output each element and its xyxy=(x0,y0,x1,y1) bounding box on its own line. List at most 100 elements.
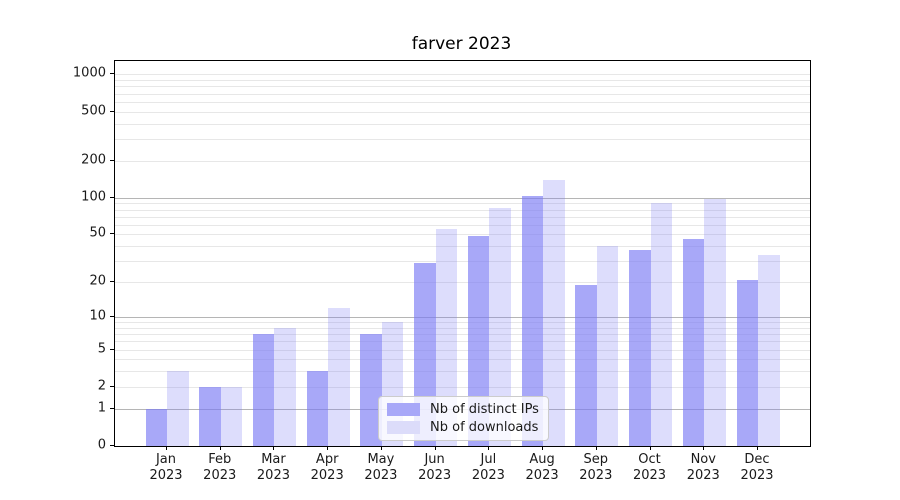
bar-downloads-oct xyxy=(650,203,673,446)
y-tick-label: 1 xyxy=(97,400,106,416)
y-tick-mark xyxy=(110,196,114,198)
legend: Nb of distinct IPs Nb of downloads xyxy=(378,396,549,441)
gridline-minor xyxy=(115,334,810,336)
y-tick-label: 200 xyxy=(81,152,106,168)
gridline-minor xyxy=(115,327,810,329)
x-tick-label: Apr 2023 xyxy=(310,452,344,483)
x-tick-label: Jul 2023 xyxy=(471,452,505,483)
gridline-minor xyxy=(115,282,810,284)
legend-item-ips: Nb of distinct IPs xyxy=(387,402,539,417)
x-tick-label: Dec 2023 xyxy=(740,452,774,483)
gridline-minor xyxy=(115,322,810,324)
y-tick-mark xyxy=(110,385,114,387)
gridline-minor xyxy=(115,224,810,226)
bar-ips-mar xyxy=(252,334,275,446)
x-tick-mark xyxy=(595,446,597,450)
x-tick-label: Mar 2023 xyxy=(256,452,290,483)
gridline-minor xyxy=(115,341,810,343)
y-tick-label: 5 xyxy=(97,341,106,357)
x-tick-mark xyxy=(757,446,758,450)
gridline-minor xyxy=(115,80,810,81)
bar-downloads-mar xyxy=(274,327,296,446)
x-tick-mark xyxy=(166,446,167,450)
legend-label-ips: Nb of distinct IPs xyxy=(430,402,539,417)
y-tick-mark xyxy=(110,348,114,350)
x-tick-mark xyxy=(380,446,382,450)
bar-ips-apr xyxy=(306,371,329,446)
bar-ips-oct xyxy=(629,250,651,446)
y-tick-label: 0 xyxy=(97,437,106,453)
bar-ips-jul xyxy=(467,235,490,446)
gridline-minor xyxy=(115,216,810,218)
gridline-minor xyxy=(115,74,810,76)
y-tick-label: 1000 xyxy=(72,65,106,81)
gridline-minor xyxy=(115,138,810,140)
gridline-minor xyxy=(115,359,810,361)
y-tick-label: 100 xyxy=(81,189,106,205)
x-tick-label: Nov 2023 xyxy=(686,452,720,483)
bar-ips-may xyxy=(360,334,382,446)
x-tick-label: May 2023 xyxy=(364,452,398,483)
plot-area xyxy=(114,60,811,447)
gridline-minor xyxy=(115,160,810,162)
x-tick-label: Jan 2023 xyxy=(149,452,183,483)
gridline-major xyxy=(115,317,810,318)
x-tick-mark xyxy=(219,446,221,450)
gridline-minor xyxy=(115,234,810,236)
bar-ips-nov xyxy=(682,238,705,446)
x-tick-label: Oct 2023 xyxy=(632,452,667,483)
y-tick-label: 10 xyxy=(89,308,106,324)
y-tick-mark xyxy=(110,445,114,446)
bar-downloads-jul xyxy=(489,207,511,446)
bar-downloads-apr xyxy=(328,308,350,446)
bar-downloads-jun xyxy=(435,229,458,446)
bar-downloads-nov xyxy=(704,199,726,446)
y-tick-mark xyxy=(110,233,114,235)
bar-ips-aug xyxy=(521,195,544,446)
gridline-minor xyxy=(115,93,810,95)
y-tick-mark xyxy=(110,159,114,161)
legend-label-downloads: Nb of downloads xyxy=(430,420,539,435)
x-tick-mark xyxy=(327,446,329,450)
bar-downloads-dec xyxy=(758,254,780,446)
x-tick-label: Feb 2023 xyxy=(203,452,237,483)
gridline-minor xyxy=(115,371,810,373)
y-tick-label: 20 xyxy=(89,273,106,289)
y-tick-mark xyxy=(110,110,114,112)
gridline-minor xyxy=(115,386,810,388)
gridline-minor xyxy=(115,111,810,113)
chart-title: farver 2023 xyxy=(411,34,512,54)
bar-downloads-aug xyxy=(543,179,565,446)
gridline-minor xyxy=(115,261,810,263)
x-tick-mark xyxy=(649,446,651,450)
bar-ips-feb xyxy=(199,386,221,446)
x-tick-mark xyxy=(434,446,436,450)
y-tick-label: 2 xyxy=(97,378,106,394)
gridline-minor xyxy=(115,123,810,125)
gridline-minor xyxy=(115,209,810,211)
x-tick-label: Jun 2023 xyxy=(418,452,452,483)
x-tick-mark xyxy=(703,446,705,450)
legend-swatch-ips-icon xyxy=(387,403,420,416)
x-tick-label: Sep 2023 xyxy=(579,452,613,483)
x-tick-mark xyxy=(542,446,544,450)
gridline-minor xyxy=(115,101,810,103)
y-tick-mark xyxy=(110,281,114,283)
y-tick-mark xyxy=(110,407,114,409)
bar-ips-dec xyxy=(736,279,758,446)
bar-ips-jan xyxy=(145,408,167,446)
bar-downloads-jan xyxy=(167,371,189,446)
bar-ips-sep xyxy=(575,284,597,446)
gridline-major xyxy=(115,197,810,199)
gridline-minor xyxy=(115,349,810,351)
bar-downloads-feb xyxy=(220,386,243,446)
gridline-minor xyxy=(115,203,810,205)
y-tick-label: 50 xyxy=(89,225,106,241)
bar-downloads-sep xyxy=(596,246,619,446)
gridline-minor xyxy=(115,246,810,248)
x-tick-mark xyxy=(488,446,490,450)
x-tick-mark xyxy=(273,446,275,450)
y-tick-mark xyxy=(110,316,114,317)
y-tick-label: 500 xyxy=(81,103,106,119)
